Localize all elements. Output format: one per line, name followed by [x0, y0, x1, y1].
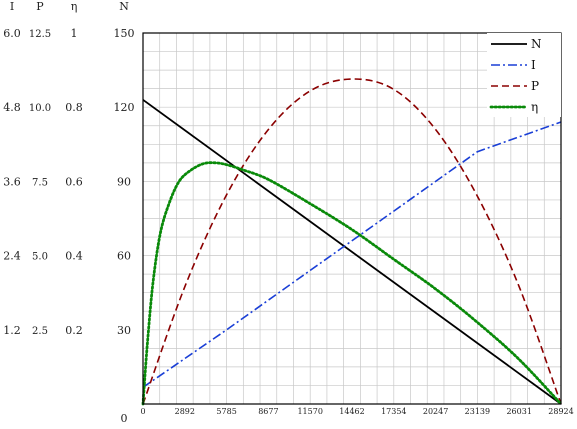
y-tick-label-η-1: 0.4 [65, 250, 83, 263]
series-line-1 [142, 121, 562, 388]
y-tick-label-P-2: 7.5 [32, 177, 48, 188]
x-tick-label-10: 28924 [548, 407, 573, 416]
y-tick-label-N-2: 60 [117, 250, 131, 263]
series-lines [141, 78, 563, 406]
y-tick-label-N-3: 90 [117, 175, 131, 188]
y-tick-label-η-4: 1 [71, 27, 78, 40]
x-tick-label-3: 8677 [258, 407, 278, 416]
y-tick-label-N-4: 120 [114, 101, 135, 114]
legend-box [487, 33, 561, 117]
x-tick-label-7: 20247 [423, 407, 448, 416]
y-tick-label-I-3: 4.8 [3, 101, 21, 114]
legend-label-2: P [531, 79, 539, 93]
series-line-0 [142, 99, 562, 405]
y-tick-label-I-1: 2.4 [3, 250, 21, 263]
x-tick-label-0: 0 [140, 407, 145, 416]
y-tick-label-N-5: 150 [114, 27, 135, 40]
x-tick-label-5: 14462 [339, 407, 364, 416]
y-tick-label-I-2: 3.6 [3, 175, 21, 188]
x-tick-label-4: 11570 [297, 407, 322, 416]
axis-header-3: N [119, 0, 129, 13]
y-tick-label-I-0: 1.2 [3, 324, 21, 337]
y-tick-label-I-4: 6.0 [3, 27, 21, 40]
y-tick-label-P-3: 10.0 [29, 103, 51, 114]
y-tick-label-η-0: 0.2 [65, 324, 83, 337]
series-line-3 [141, 161, 563, 406]
y-tick-label-N-0: 0 [121, 412, 128, 425]
plot-frame [142, 32, 562, 405]
y-tick-label-P-0: 2.5 [32, 326, 48, 337]
y-tick-label-η-3: 0.8 [65, 101, 83, 114]
y-tick-label-P-1: 5.0 [32, 252, 48, 263]
grid-lines [143, 33, 561, 404]
axis-header-2: η [71, 0, 78, 13]
y-tick-label-η-2: 0.6 [65, 175, 83, 188]
series-line-2 [142, 78, 562, 405]
legend-label-0: N [531, 37, 542, 51]
x-tick-labels: 0 2892 5785 8677 11570 14462 17354 20247 23139 26… [140, 407, 573, 416]
axis-header-1: P [36, 0, 44, 13]
y-tick-label-N-1: 30 [117, 324, 131, 337]
y-tick-label-P-4: 12.5 [29, 29, 51, 40]
axis-header-0: I [10, 0, 14, 13]
x-tick-label-9: 26031 [506, 407, 531, 416]
y-tick-labels: 1.2 2.4 3.6 4.8 6.0 2.5 5.0 7.5 10.0 12.5 0.2 0.4 0.… [3, 27, 134, 425]
x-tick-label-8: 23139 [465, 407, 490, 416]
x-tick-label-1: 2892 [175, 407, 195, 416]
x-tick-label-6: 17354 [381, 407, 406, 416]
legend-label-1: I [531, 58, 536, 72]
legend-label-3: η [531, 100, 538, 114]
x-tick-label-2: 5785 [216, 407, 236, 416]
